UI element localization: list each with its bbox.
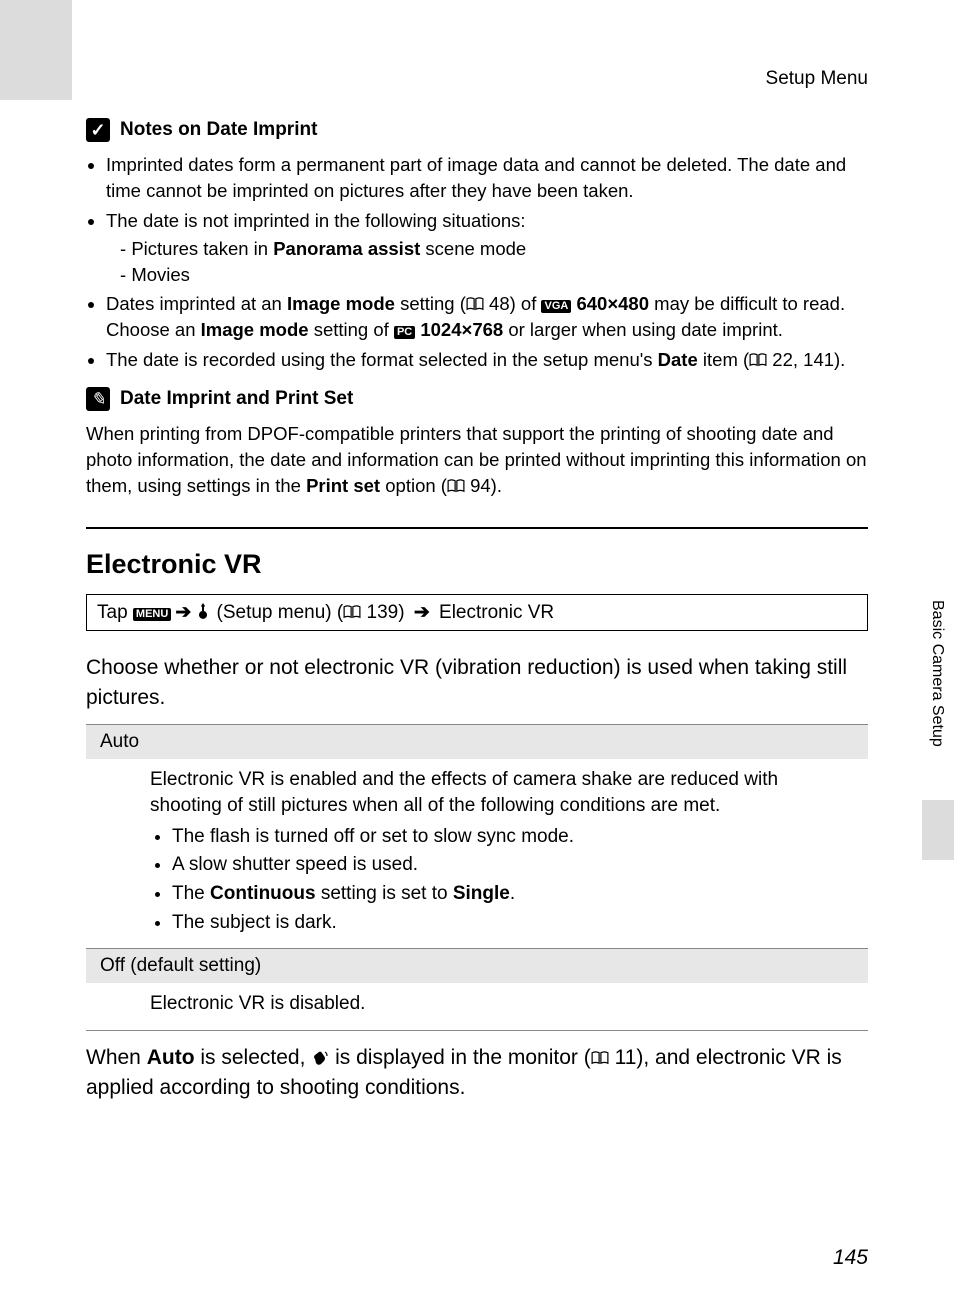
vga-badge-icon: VGA: [541, 300, 571, 313]
condition-item: The flash is turned off or set to slow s…: [172, 824, 854, 851]
printset-body: When printing from DPOF-compatible print…: [86, 421, 868, 499]
pencil-icon: [86, 387, 110, 411]
page-mask: [0, 0, 72, 100]
side-tab-marker: [922, 800, 954, 860]
arrow-icon: ➔: [171, 602, 195, 623]
book-icon: [591, 1051, 609, 1065]
menu-badge-icon: MENU: [133, 608, 171, 621]
note-subitem: Movies: [120, 262, 868, 288]
header-section-name: Setup Menu: [86, 68, 868, 90]
evr-intro: Choose whether or not electronic VR (vib…: [86, 653, 868, 714]
auto-conditions-list: The flash is turned off or set to slow s…: [150, 824, 854, 936]
evr-options-table: Auto Electronic VR is enabled and the ef…: [86, 724, 868, 1031]
arrow-icon: ➔: [410, 602, 434, 623]
option-off-label: Off (default setting): [86, 948, 868, 983]
condition-item: The subject is dark.: [172, 910, 854, 937]
manual-page: Setup Menu Notes on Date Imprint Imprint…: [0, 0, 954, 1314]
page-number: 145: [833, 1246, 868, 1270]
date-imprint-printset-heading: Date Imprint and Print Set: [86, 387, 868, 411]
note-sublist: Pictures taken in Panorama assist scene …: [106, 236, 868, 288]
note-item: The date is not imprinted in the followi…: [106, 208, 868, 288]
notes-date-imprint-heading: Notes on Date Imprint: [86, 118, 868, 142]
option-off-body: Electronic VR is disabled.: [86, 983, 868, 1031]
evr-closing: When Auto is selected, is displayed in t…: [86, 1043, 868, 1104]
printset-title: Date Imprint and Print Set: [120, 388, 353, 410]
side-tab-label: Basic Camera Setup: [928, 600, 946, 747]
electronic-vr-heading: Electronic VR: [86, 549, 868, 580]
pc-badge-icon: PC: [394, 326, 415, 339]
condition-item: A slow shutter speed is used.: [172, 852, 854, 879]
book-icon: [447, 479, 465, 493]
book-icon: [749, 353, 767, 367]
note-item: Imprinted dates form a permanent part of…: [106, 152, 868, 204]
check-icon: [86, 118, 110, 142]
menu-path-box: Tap MENU➔ (Setup menu) ( 139) ➔ Electron…: [86, 594, 868, 631]
note-item: The date is recorded using the format se…: [106, 347, 868, 373]
notes-title: Notes on Date Imprint: [120, 119, 317, 141]
condition-item: The Continuous setting is set to Single.: [172, 881, 854, 908]
note-item: Dates imprinted at an Image mode setting…: [106, 291, 868, 343]
notes-list: Imprinted dates form a permanent part of…: [86, 152, 868, 373]
book-icon: [343, 605, 361, 619]
section-divider: [86, 527, 868, 529]
option-auto-body: Electronic VR is enabled and the effects…: [86, 759, 868, 949]
option-auto-label: Auto: [86, 724, 868, 759]
wrench-icon: [195, 602, 211, 620]
note-subitem: Pictures taken in Panorama assist scene …: [120, 236, 868, 262]
book-icon: [466, 297, 484, 311]
vr-hand-icon: [311, 1049, 329, 1067]
